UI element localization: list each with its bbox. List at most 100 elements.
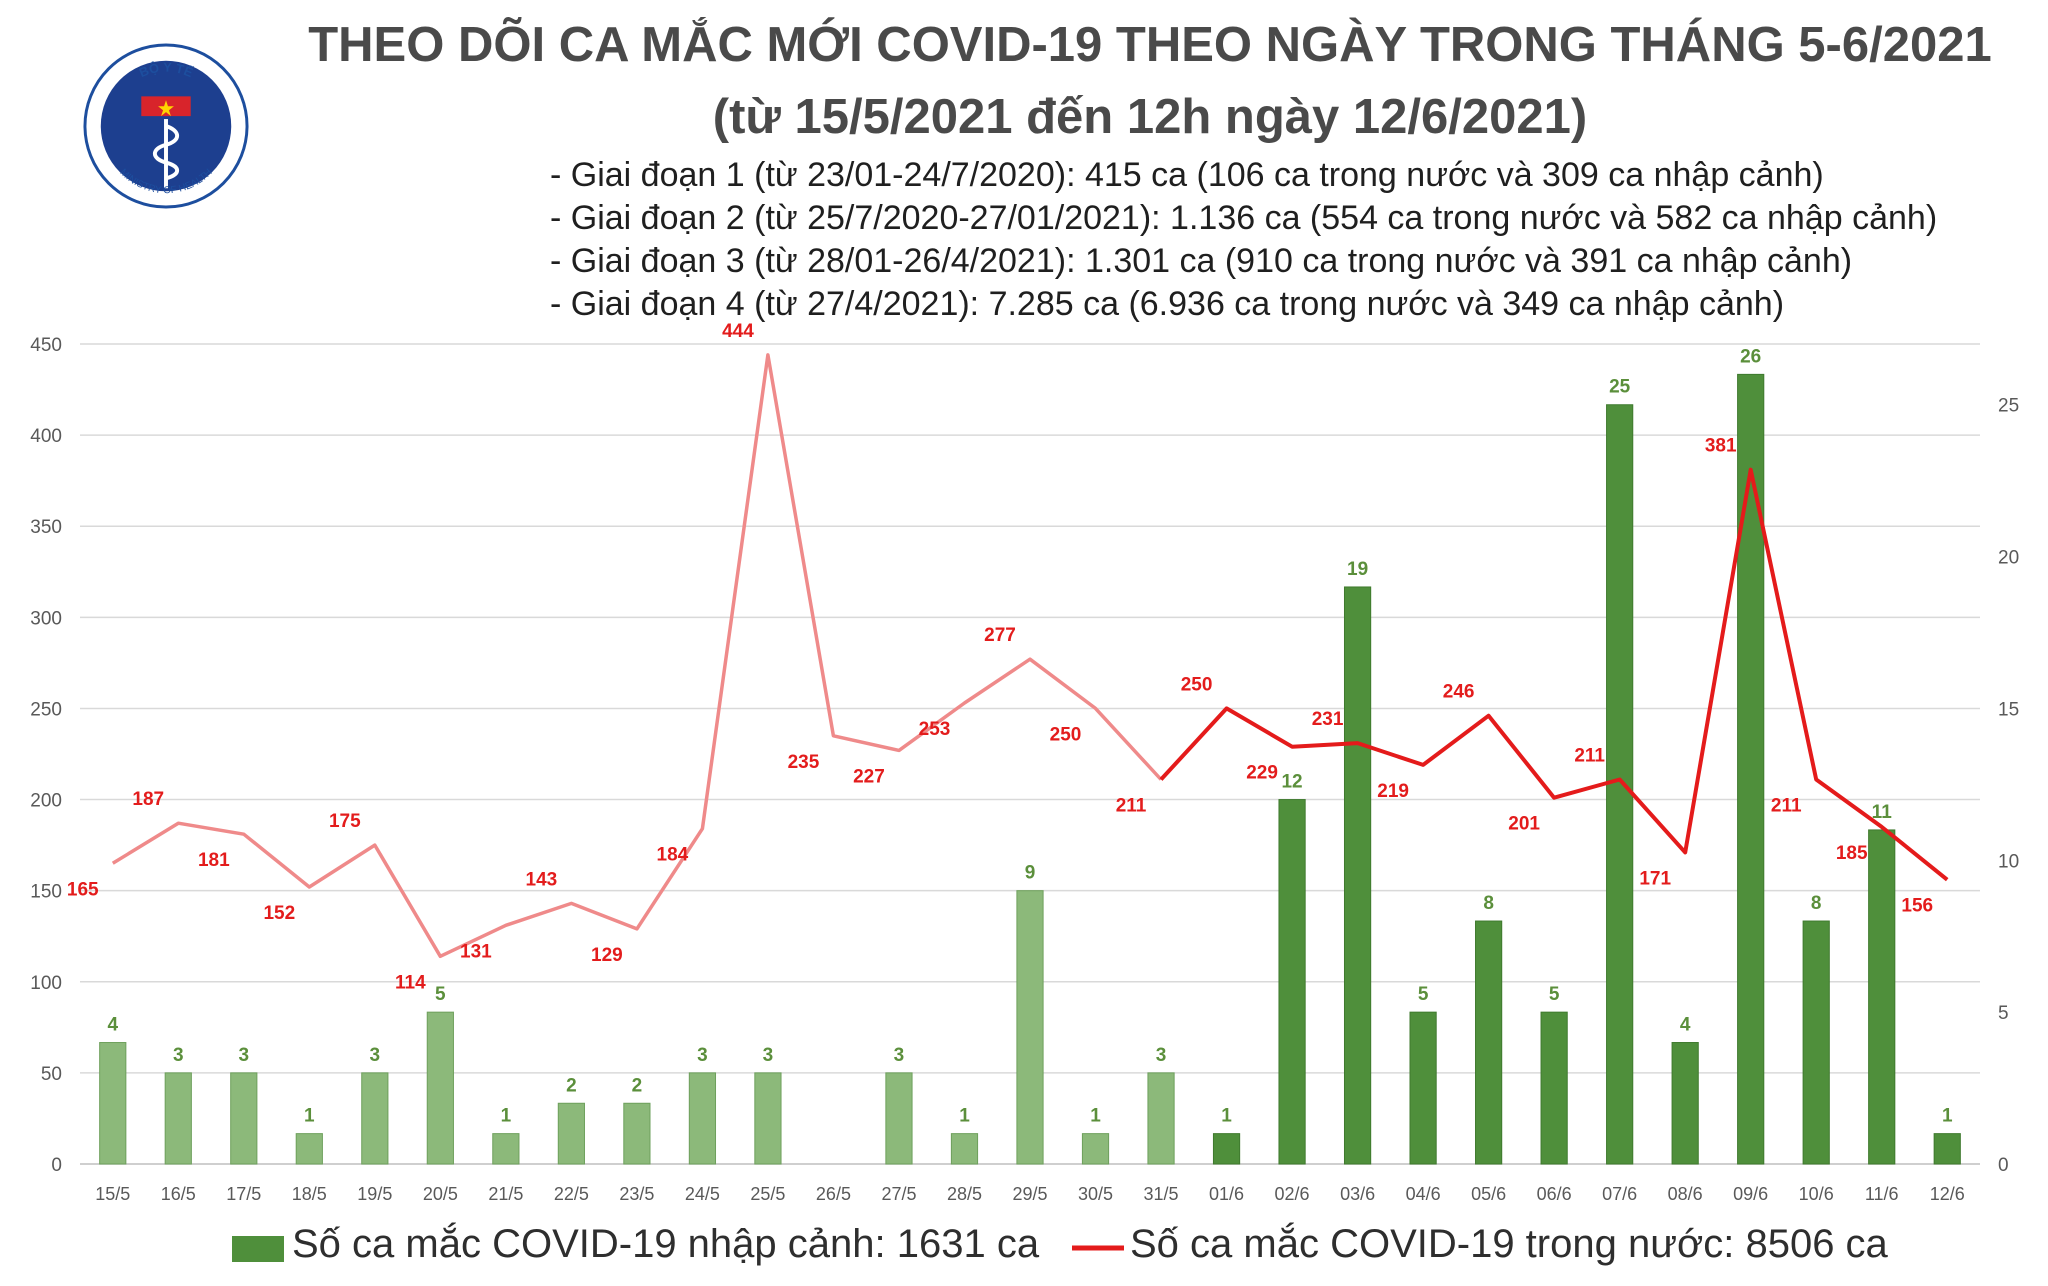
legend-line-swatch <box>1072 1245 1124 1251</box>
line-data-label: 381 <box>1705 436 1737 457</box>
right-axis-tick-label: 0 <box>1998 1155 2009 1176</box>
x-axis-tick-label: 12/6 <box>1930 1184 1965 1204</box>
x-axis-tick-label: 30/5 <box>1078 1184 1113 1204</box>
x-axis-tick-label: 24/5 <box>685 1184 720 1204</box>
x-axis-tick-label: 02/6 <box>1275 1184 1310 1204</box>
bar-data-label: 3 <box>239 1045 250 1066</box>
line-data-label: 175 <box>329 811 361 832</box>
bar <box>230 1072 258 1165</box>
bar-data-label: 19 <box>1347 559 1368 580</box>
ministry-of-health-logo: BỘ Y TẾ MINISTRY OF HEALTH <box>83 43 249 209</box>
left-axis-tick-label: 100 <box>30 973 62 994</box>
x-axis-tick-label: 10/6 <box>1799 1184 1834 1204</box>
x-axis-tick-label: 29/5 <box>1012 1184 1047 1204</box>
bar <box>950 1133 979 1165</box>
x-axis-tick-label: 06/6 <box>1537 1184 1572 1204</box>
line-data-label: 187 <box>132 789 164 810</box>
line-series-dark <box>1159 467 1949 882</box>
line-data-label: 165 <box>67 879 99 900</box>
bar-data-label: 3 <box>894 1045 905 1066</box>
left-axis-tick-label: 150 <box>30 882 62 903</box>
x-axis-tick-label: 18/5 <box>292 1184 327 1204</box>
bar <box>361 1072 389 1165</box>
bar <box>1933 1133 1961 1165</box>
bar <box>1147 1072 1175 1165</box>
line-data-label: 211 <box>1116 796 1147 817</box>
line-data-label: 253 <box>919 719 951 740</box>
bar <box>1016 890 1044 1165</box>
line-data-label: 143 <box>526 869 558 890</box>
line-data-label: 235 <box>788 752 820 773</box>
left-axis-tick-label: 300 <box>30 608 62 629</box>
gridlines <box>80 343 1980 1165</box>
line-data-label: 250 <box>1181 674 1213 695</box>
x-axis-tick-label: 07/6 <box>1602 1184 1637 1204</box>
line-data-label: 156 <box>1901 896 1933 917</box>
bar <box>1212 1133 1241 1165</box>
bar-data-label: 12 <box>1281 772 1302 793</box>
x-axis-tick-label: 09/6 <box>1733 1184 1768 1204</box>
bar-data-label: 1 <box>1942 1106 1953 1127</box>
bar-data-label: 8 <box>1811 893 1822 914</box>
right-axis-tick-label: 20 <box>1998 548 2019 569</box>
line-data-label: 227 <box>853 766 885 787</box>
bar-data-label: 1 <box>1090 1106 1101 1127</box>
bar-data-label: 25 <box>1609 377 1631 398</box>
chart-subtitle: (từ 15/5/2021 đến 12h ngày 12/6/2021) <box>712 90 1588 144</box>
bar-data-label: 26 <box>1740 346 1761 367</box>
line-data-label: 277 <box>984 625 1016 646</box>
bar-data-label: 5 <box>1549 984 1560 1005</box>
bar <box>1671 1042 1699 1165</box>
svg-text:BỘ Y TẾ: BỘ Y TẾ <box>137 60 196 81</box>
bar-data-label: 3 <box>1156 1045 1167 1066</box>
bar-data-label: 8 <box>1483 893 1494 914</box>
bar-data-label: 9 <box>1025 863 1036 884</box>
x-axis-tick-label: 03/6 <box>1340 1184 1375 1204</box>
line-series <box>111 353 1949 959</box>
x-axis-tick-label: 31/5 <box>1144 1184 1179 1204</box>
bar <box>1081 1133 1110 1165</box>
bar <box>1409 1011 1437 1165</box>
bar <box>1343 586 1372 1165</box>
left-axis-tick-label: 250 <box>30 699 62 720</box>
chart-title: THEO DÕI CA MẮC MỚI COVID-19 THEO NGÀY T… <box>308 18 1992 72</box>
right-axis-tick-label: 25 <box>1998 396 2019 417</box>
x-axis-tick-label: 28/5 <box>947 1184 982 1204</box>
bar <box>99 1042 127 1165</box>
bar <box>1540 1011 1568 1165</box>
line-data-label: 201 <box>1508 814 1540 835</box>
bar-data-label: 2 <box>566 1075 577 1096</box>
bar-data-label: 1 <box>304 1106 315 1127</box>
x-axis-tick-label: 25/5 <box>750 1184 785 1204</box>
x-axis-tick-label: 05/6 <box>1471 1184 1506 1204</box>
x-axis-tick-label: 17/5 <box>226 1184 261 1204</box>
x-axis-tick-label: 22/5 <box>554 1184 589 1204</box>
bar <box>295 1133 323 1165</box>
line-data-label: 444 <box>722 321 754 342</box>
bar <box>1606 404 1634 1165</box>
line-data-label: 184 <box>657 845 689 866</box>
line-data-label: 129 <box>591 945 623 966</box>
line-data-label: 171 <box>1639 868 1671 889</box>
x-axis-tick-label: 16/5 <box>161 1184 196 1204</box>
line-data-label: 114 <box>395 972 426 993</box>
bar-data-label: 3 <box>370 1045 381 1066</box>
left-axis-tick-label: 50 <box>41 1064 62 1085</box>
x-axis-tick-label: 11/6 <box>1865 1184 1899 1204</box>
x-axis-tick-label: 21/5 <box>488 1184 523 1204</box>
x-axis-tick-label: 04/6 <box>1406 1184 1441 1204</box>
x-axis-tick-label: 26/5 <box>816 1184 851 1204</box>
info-line-stage-4: - Giai đoạn 4 (từ 27/4/2021): 7.285 ca (… <box>550 285 1785 323</box>
logo-top-text: BỘ Y TẾ <box>137 60 196 81</box>
info-line-stage-2: - Giai đoạn 2 (từ 25/7/2020-27/01/2021):… <box>550 199 1938 237</box>
bar <box>492 1133 520 1165</box>
x-axis-tick-label: 08/6 <box>1668 1184 1703 1204</box>
line-data-label: 250 <box>1050 724 1082 745</box>
bar <box>1278 799 1306 1165</box>
bar-data-label: 1 <box>1221 1106 1232 1127</box>
x-axis-tick-label: 23/5 <box>619 1184 654 1204</box>
bar-data-label: 2 <box>632 1075 643 1096</box>
line-data-label: 219 <box>1377 781 1409 802</box>
axes: 050100150200250300350400450051015202515/… <box>30 335 2019 1204</box>
